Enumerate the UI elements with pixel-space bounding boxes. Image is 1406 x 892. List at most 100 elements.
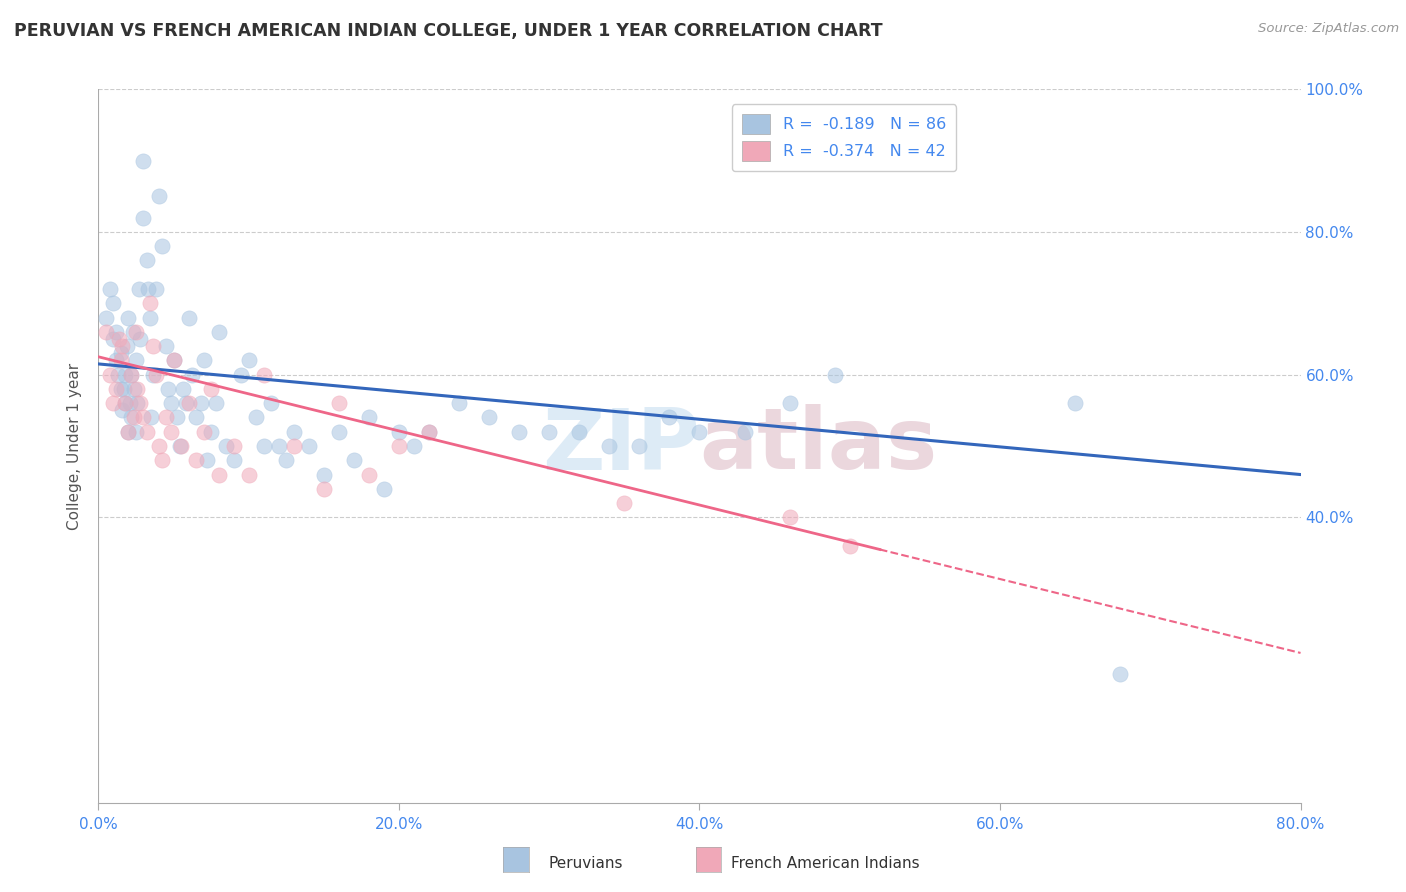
Point [117,425,139,439]
Point [110,353,132,368]
Point [162,353,184,368]
Point [103,296,125,310]
Point [388,439,411,453]
Point [114,368,136,382]
Point [180,368,202,382]
Point [568,425,591,439]
Point [127,382,149,396]
Point [111,339,134,353]
Point [402,439,425,453]
Point [200,425,222,439]
Point [125,353,148,368]
Point [260,396,283,410]
Point [159,425,181,439]
Point [658,410,681,425]
Point [136,282,159,296]
Point [208,325,231,339]
Point [141,339,163,353]
Point [145,282,167,296]
Point [108,332,131,346]
Point [156,382,179,396]
Point [357,467,380,482]
Point [121,410,143,425]
Point [114,396,136,410]
Point [145,368,167,382]
Point [283,425,305,439]
Point [177,396,200,410]
Point [129,332,152,346]
Point [110,346,132,360]
Point [128,282,150,296]
Point [508,425,530,439]
Point [174,396,197,410]
Point [115,339,138,353]
Point [121,368,143,382]
Point [172,382,194,396]
Point [170,439,193,453]
Point [155,339,177,353]
Point [107,368,129,382]
Text: ZIP: ZIP [541,404,700,488]
Point [184,410,207,425]
Point [105,325,128,339]
Point [478,410,501,425]
Point [222,453,245,467]
Point [148,439,170,453]
Point [447,396,470,410]
Point [169,439,191,453]
Y-axis label: College, Under 1 year: College, Under 1 year [67,362,83,530]
Point [159,396,181,410]
Point [838,539,860,553]
Point [200,382,222,396]
Point [139,410,162,425]
Point [135,253,157,268]
Point [94,325,117,339]
Point [138,310,160,325]
Point [193,353,215,368]
Point [129,396,152,410]
Point [538,425,561,439]
Point [253,439,276,453]
Point [124,410,146,425]
Point [155,410,177,425]
Point [418,425,440,439]
Point [689,425,711,439]
Point [132,211,155,225]
Point [298,439,321,453]
Point [121,368,143,382]
Point [122,325,145,339]
Point [190,396,212,410]
Point [166,410,188,425]
Point [150,239,173,253]
Point [117,425,139,439]
Legend: R =  -0.189   N = 86, R =  -0.374   N = 42: R = -0.189 N = 86, R = -0.374 N = 42 [733,104,956,171]
Point [328,425,350,439]
Point [598,439,620,453]
Point [734,425,756,439]
Text: Peruvians: Peruvians [548,856,623,871]
Point [1064,396,1087,410]
Point [779,396,801,410]
Point [276,453,298,467]
Point [132,153,155,168]
Point [100,368,122,382]
Point [135,425,157,439]
Point [283,439,305,453]
Point [195,453,218,467]
Point [118,396,141,410]
Point [238,467,260,482]
Point [208,467,231,482]
Point [357,410,380,425]
Point [148,189,170,203]
Point [132,410,155,425]
Text: atlas: atlas [700,404,938,488]
Point [231,368,253,382]
Point [105,382,128,396]
Point [312,467,335,482]
Point [177,310,200,325]
Point [373,482,395,496]
Point [204,396,226,410]
Point [124,382,146,396]
Point [162,353,184,368]
Point [388,425,411,439]
